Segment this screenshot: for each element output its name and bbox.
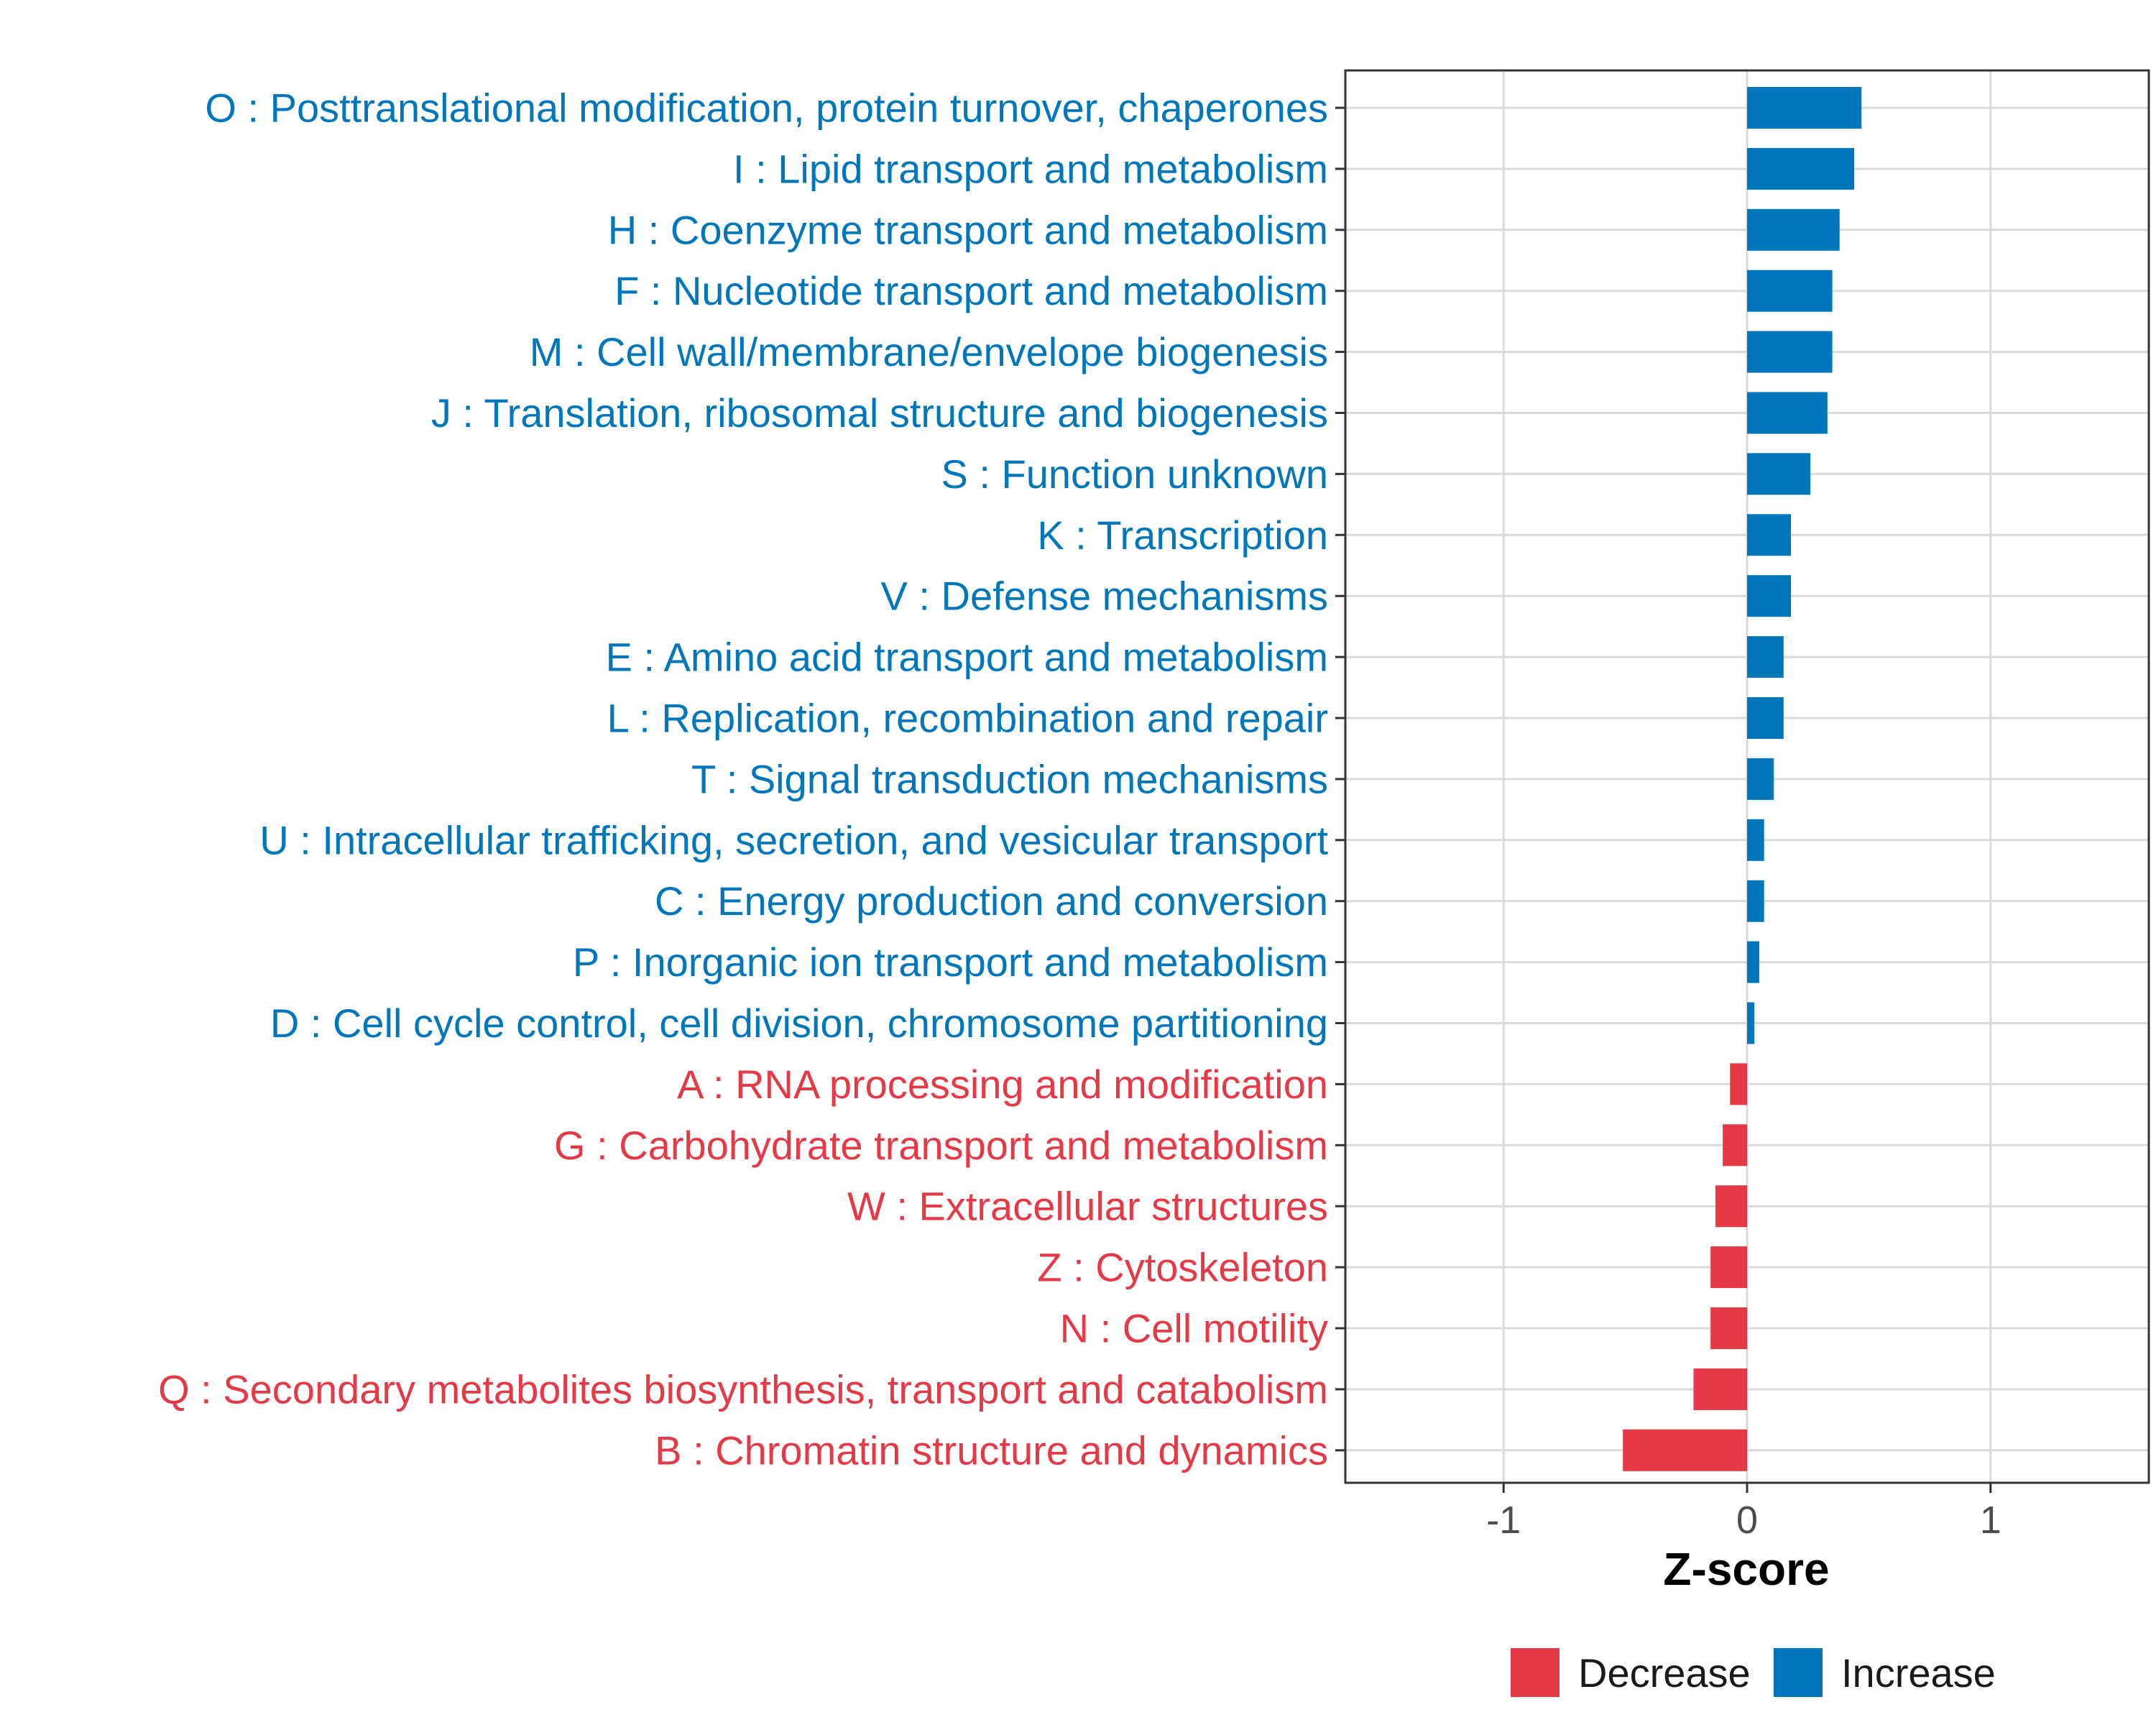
category-label-16: A : RNA processing and modification (677, 1062, 1328, 1107)
axes: -1 0 1 (1335, 69, 2150, 1542)
category-label-19: Z : Cytoskeleton (1037, 1245, 1328, 1290)
bar-9 (1747, 636, 1784, 678)
category-label-22: B : Chromatin structure and dynamics (655, 1427, 1328, 1473)
bar-12 (1747, 819, 1764, 861)
bar-13 (1747, 880, 1764, 922)
bar-5 (1747, 392, 1828, 434)
legend: Decrease Increase (1511, 1648, 1996, 1697)
category-label-14: P : Inorganic ion transport and metaboli… (573, 939, 1328, 985)
bar-20 (1710, 1307, 1747, 1349)
bar-3 (1747, 270, 1833, 312)
bar-18 (1715, 1185, 1747, 1228)
bar-22 (1623, 1429, 1747, 1471)
category-label-7: K : Transcription (1037, 512, 1328, 558)
category-label-2: H : Coenzyme transport and metabolism (608, 207, 1328, 252)
category-labels: O : Posttranslational modification, prot… (158, 86, 1328, 1473)
x-tick-label-1: 0 (1736, 1499, 1758, 1542)
category-label-9: E : Amino acid transport and metabolism (606, 635, 1328, 680)
legend-label-decrease: Decrease (1578, 1650, 1751, 1696)
category-label-20: N : Cell motility (1060, 1306, 1328, 1351)
bar-15 (1747, 1002, 1755, 1044)
bar-17 (1723, 1124, 1747, 1167)
x-tick-label-0: -1 (1486, 1499, 1521, 1542)
category-label-5: J : Translation, ribosomal structure and… (431, 390, 1328, 436)
bar-8 (1747, 575, 1791, 617)
legend-swatch-increase (1774, 1648, 1823, 1697)
category-label-8: V : Defense mechanisms (881, 574, 1328, 619)
category-label-1: I : Lipid transport and metabolism (733, 146, 1328, 191)
category-label-12: U : Intracellular trafficking, secretion… (259, 817, 1328, 862)
category-label-21: Q : Secondary metabolites biosynthesis, … (158, 1366, 1328, 1412)
bar-2 (1747, 208, 1840, 251)
category-label-4: M : Cell wall/membrane/envelope biogenes… (530, 329, 1328, 374)
bar-6 (1747, 453, 1811, 495)
category-label-6: S : Function unknown (941, 451, 1328, 497)
bar-0 (1747, 87, 1862, 129)
category-label-18: W : Extracellular structures (847, 1184, 1328, 1229)
bar-21 (1693, 1368, 1747, 1410)
bar-1 (1747, 147, 1855, 190)
category-label-17: G : Carbohydrate transport and metabolis… (554, 1123, 1328, 1168)
bar-14 (1747, 941, 1759, 983)
category-label-11: T : Signal transduction mechanisms (691, 756, 1328, 801)
x-tick-label-2: 1 (1980, 1499, 2001, 1542)
legend-label-increase: Increase (1841, 1650, 1996, 1696)
category-label-3: F : Nucleotide transport and metabolism (614, 268, 1328, 313)
bar-16 (1730, 1063, 1747, 1105)
x-axis-title: Z-score (1663, 1543, 1829, 1595)
legend-swatch-decrease (1511, 1648, 1560, 1697)
bar-10 (1747, 697, 1784, 739)
category-label-13: C : Energy production and conversion (655, 878, 1328, 924)
category-label-10: L : Replication, recombination and repai… (607, 696, 1328, 741)
bars (1623, 87, 1862, 1471)
bar-11 (1747, 758, 1774, 800)
category-label-15: D : Cell cycle control, cell division, c… (270, 1000, 1328, 1046)
bar-4 (1747, 331, 1833, 373)
bar-7 (1747, 514, 1791, 556)
bar-19 (1710, 1246, 1747, 1289)
category-label-0: O : Posttranslational modification, prot… (205, 86, 1328, 131)
